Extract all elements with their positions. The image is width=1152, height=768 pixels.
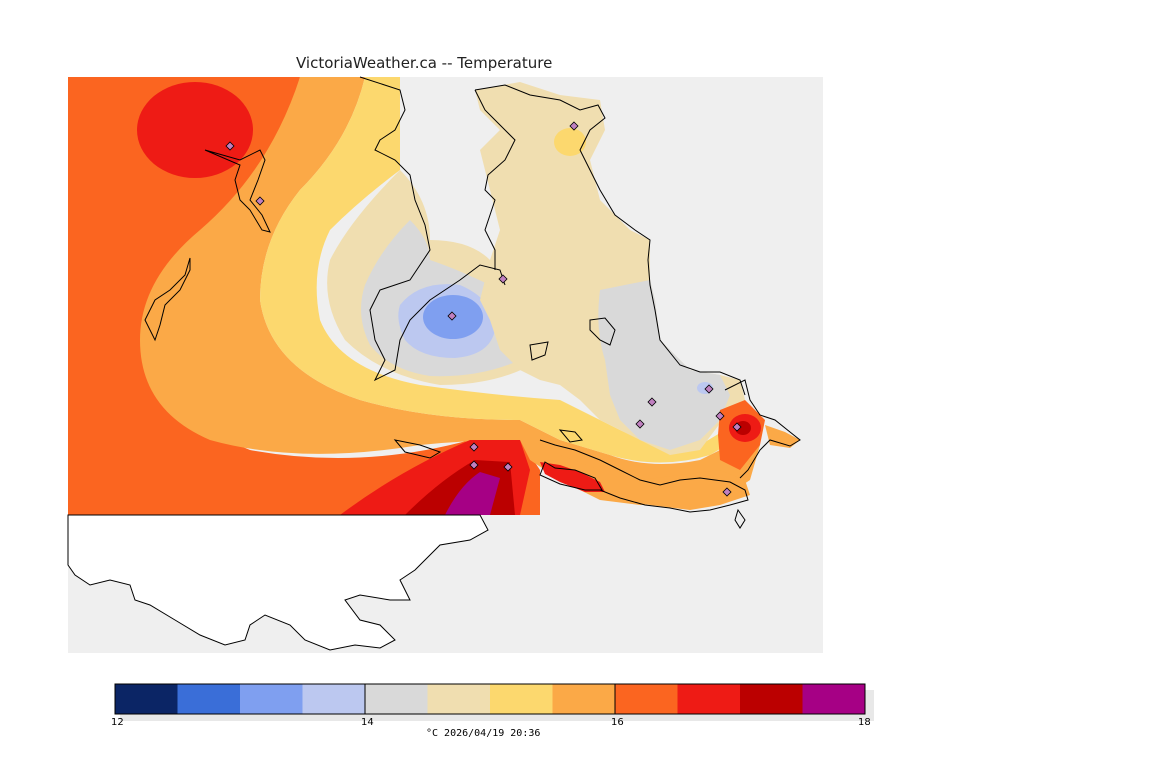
contour-15-15.5 bbox=[260, 77, 735, 463]
contour-17.5-18-south bbox=[445, 472, 500, 515]
legend-swatch bbox=[365, 684, 428, 714]
island-south-red bbox=[540, 462, 605, 492]
legend-tick-18: 18 bbox=[858, 717, 871, 728]
legend-border bbox=[114, 683, 866, 715]
station-marker[interactable] bbox=[569, 121, 579, 131]
legend-swatches bbox=[114, 684, 866, 714]
station-marker[interactable] bbox=[447, 311, 457, 321]
station-marker[interactable] bbox=[225, 141, 235, 151]
legend-swatch bbox=[177, 684, 241, 714]
peninsula-tip-east bbox=[765, 425, 800, 448]
legend-swatch bbox=[677, 684, 741, 714]
legend-swatch bbox=[240, 684, 303, 714]
legend-tick-16: 16 bbox=[611, 717, 624, 728]
coastlines bbox=[144, 76, 801, 529]
station-marker[interactable] bbox=[635, 419, 645, 429]
station-marker[interactable] bbox=[715, 411, 725, 421]
legend-swatch bbox=[302, 684, 366, 714]
station-marker[interactable] bbox=[704, 384, 714, 394]
legend-swatch bbox=[115, 684, 178, 714]
legend-caption: °C 2026/04/19 20:36 bbox=[426, 728, 541, 739]
station-marker[interactable] bbox=[498, 274, 508, 284]
station-marker[interactable] bbox=[469, 442, 479, 452]
legend-swatch bbox=[802, 684, 866, 714]
contour-16.5-17-nw bbox=[137, 82, 253, 178]
legend-swatch bbox=[427, 684, 491, 714]
legend-swatch bbox=[552, 684, 616, 714]
contour-fills bbox=[68, 77, 760, 515]
legend-swatch bbox=[740, 684, 803, 714]
station-marker[interactable] bbox=[647, 397, 657, 407]
station-marker[interactable] bbox=[722, 487, 732, 497]
map-title: VictoriaWeather.ca -- Temperature bbox=[296, 54, 553, 72]
peninsula-south-coast bbox=[560, 455, 750, 510]
legend-tick-12: 12 bbox=[111, 717, 124, 728]
peninsula-yellow-spot bbox=[554, 128, 586, 156]
station-marker[interactable] bbox=[732, 422, 742, 432]
legend-swatch bbox=[615, 684, 678, 714]
unplotted-land bbox=[67, 514, 489, 651]
contour-16-16.5 bbox=[68, 77, 540, 515]
legend-swatch bbox=[490, 684, 553, 714]
station-marker[interactable] bbox=[469, 460, 479, 470]
station-markers bbox=[225, 121, 742, 497]
station-marker[interactable] bbox=[255, 196, 265, 206]
peninsula-grey bbox=[598, 280, 730, 450]
station-marker[interactable] bbox=[503, 462, 513, 472]
contour-15.5-16 bbox=[140, 77, 760, 505]
legend-tick-14: 14 bbox=[361, 717, 374, 728]
